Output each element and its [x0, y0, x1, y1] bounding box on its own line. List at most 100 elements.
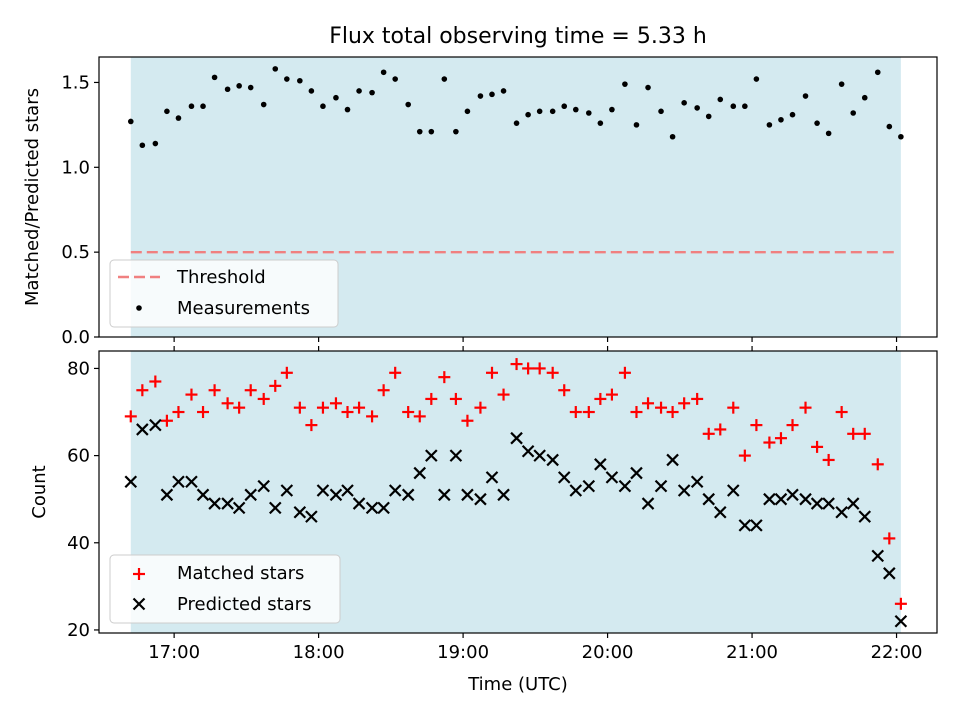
measurement-point — [694, 105, 700, 111]
predicted-star-point — [305, 510, 318, 523]
measurement-point — [850, 110, 856, 116]
matched-star-point — [702, 427, 715, 440]
predicted-star-point — [605, 471, 619, 484]
measurement-point — [572, 106, 579, 113]
matched-star-point — [618, 366, 631, 379]
measurement-point — [622, 81, 628, 87]
measurement-point — [645, 84, 651, 91]
predicted-star-point — [871, 549, 885, 563]
matched-star-point — [461, 414, 474, 427]
bottom-legend: Matched stars Predicted stars — [109, 554, 341, 624]
measurement-point — [633, 122, 640, 128]
measurement-point — [333, 94, 339, 101]
predicted-star-point — [208, 497, 221, 510]
top-y-axis-label: Matched/Predicted stars — [22, 88, 43, 306]
measurement-point — [344, 106, 351, 113]
matched-star-point — [233, 401, 246, 414]
matched-star-point — [329, 397, 342, 410]
measurement-point — [477, 93, 484, 99]
predicted-star-point — [630, 466, 643, 480]
matched-star-point — [655, 401, 668, 414]
predicted-star-point — [449, 449, 463, 462]
measurement-point — [284, 76, 290, 82]
predicted-star-point — [750, 519, 763, 532]
matched-star-point — [811, 440, 824, 453]
predicted-star-point — [654, 479, 668, 493]
bottom-axes-frame — [98, 350, 938, 634]
top-y-ticks: 0.0 0.5 1.0 1.5 — [61, 72, 99, 348]
matched-star-point — [822, 453, 835, 466]
predicted-star-point — [268, 501, 282, 515]
predicted-star-point — [557, 471, 571, 484]
matched-star-point — [149, 375, 162, 388]
predicted-star-point — [413, 466, 427, 480]
top-panel: 0.0 0.5 1.0 1.5 Matched/Predicted stars Thr… — [22, 56, 938, 348]
predicted-star-point — [474, 492, 487, 506]
legend-measurement-label: Measurements — [177, 298, 310, 319]
measurement-point — [898, 133, 904, 140]
measurement-point — [152, 140, 159, 147]
top-axes-frame — [98, 56, 938, 338]
predicted-star-point — [388, 484, 402, 497]
matched-star-point — [763, 436, 776, 449]
matched-star-point — [569, 406, 582, 419]
matched-star-point — [883, 532, 896, 545]
measurement-point — [297, 77, 303, 84]
measurement-point — [742, 103, 748, 110]
matched-star-point — [269, 379, 282, 392]
matched-star-point — [402, 406, 415, 419]
matched-star-point — [799, 401, 812, 414]
predicted-star-point — [533, 449, 546, 462]
matched-star-point — [666, 406, 679, 419]
x-tick-label: 19:00 — [437, 642, 489, 663]
measurement-point — [416, 128, 423, 135]
measurement-point — [525, 111, 531, 118]
predicted-star-point — [858, 510, 872, 523]
matched-star-point — [558, 384, 571, 397]
predicted-star-point — [846, 497, 860, 510]
matched-star-point — [449, 392, 462, 405]
x-tick-label: 20:00 — [582, 642, 634, 663]
matched-star-point — [305, 419, 318, 432]
measurement-point — [778, 116, 784, 123]
matched-star-point — [522, 362, 535, 375]
predicted-star-point — [149, 418, 162, 432]
predicted-star-point — [690, 475, 704, 489]
predicted-star-point — [497, 488, 510, 502]
predicted-star-point — [666, 453, 679, 467]
measurement-point — [597, 120, 604, 126]
predicted-star-point — [799, 492, 812, 506]
measurement-point — [549, 108, 556, 115]
measurement-point — [164, 108, 170, 115]
measurement-point — [861, 94, 868, 101]
matched-star-point — [172, 406, 185, 419]
measurement-point — [260, 101, 267, 108]
x-tick-label: 18:00 — [293, 642, 345, 663]
predicted-star-point — [377, 501, 390, 515]
measurement-point — [200, 103, 206, 110]
measurement-point — [802, 93, 809, 99]
measurement-point — [441, 76, 448, 82]
measurement-point — [139, 142, 146, 149]
legend-box — [109, 259, 339, 328]
predicted-star-point — [774, 492, 788, 506]
legend-predicted-swatch — [132, 597, 146, 611]
predicted-star-point — [232, 501, 246, 515]
measurement-point — [705, 113, 712, 120]
measurement-point — [464, 108, 471, 115]
bottom-x-ticks: 17:00 18:00 19:00 20:00 21:00 22:00 — [148, 346, 922, 663]
measurement-point — [609, 106, 615, 113]
y-tick-label: 1.0 — [61, 157, 90, 178]
matched-star-point — [257, 392, 270, 405]
y-tick-label: 0.5 — [61, 242, 90, 263]
matched-star-point — [594, 392, 607, 405]
matched-star-point — [630, 406, 643, 419]
measurement-point — [838, 81, 845, 87]
y-tick-label: 60 — [67, 446, 90, 467]
matched-star-point — [786, 419, 799, 432]
legend-predicted-label: Predicted stars — [177, 594, 311, 615]
matched-star-point — [438, 371, 451, 384]
matched-star-point — [605, 388, 618, 401]
legend-measurement-swatch — [136, 305, 142, 311]
